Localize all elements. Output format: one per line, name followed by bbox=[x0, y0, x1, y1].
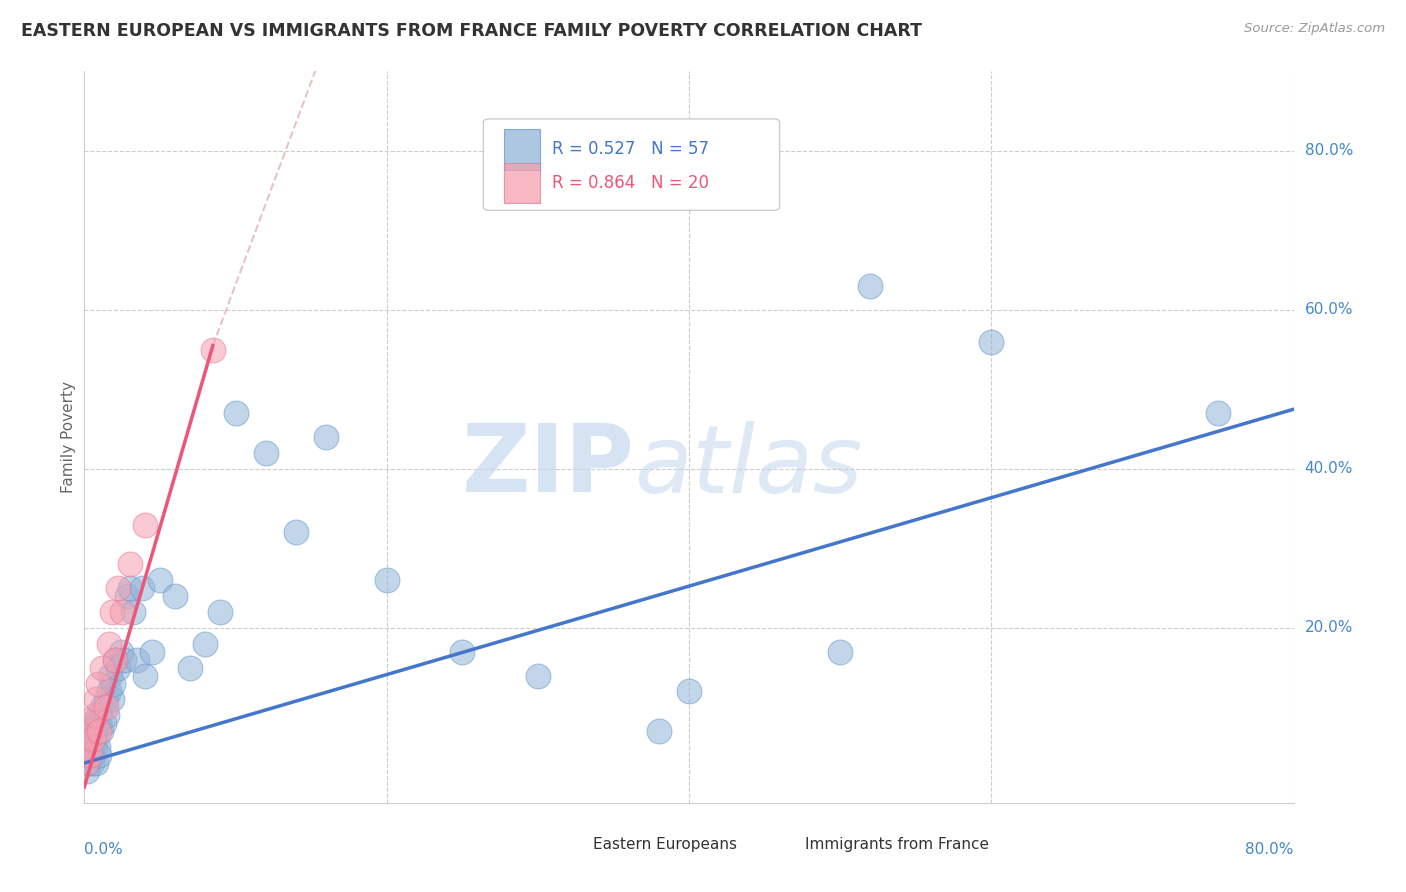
Point bbox=[107, 581, 129, 595]
Point bbox=[127, 653, 149, 667]
Point bbox=[131, 581, 153, 595]
Point bbox=[101, 676, 124, 690]
Point bbox=[118, 558, 141, 572]
Point bbox=[84, 740, 107, 755]
Point bbox=[76, 740, 98, 755]
Point bbox=[87, 740, 110, 755]
Text: 0.0%: 0.0% bbox=[84, 842, 124, 856]
Point bbox=[94, 692, 117, 706]
Point bbox=[285, 525, 308, 540]
Point bbox=[87, 708, 110, 723]
Point bbox=[527, 668, 550, 682]
FancyBboxPatch shape bbox=[503, 129, 540, 169]
Point bbox=[859, 279, 882, 293]
Point bbox=[96, 708, 118, 723]
Point bbox=[98, 668, 121, 682]
Text: Eastern Europeans: Eastern Europeans bbox=[593, 837, 737, 852]
Point bbox=[141, 645, 163, 659]
Point bbox=[121, 605, 143, 619]
Point bbox=[77, 732, 100, 747]
Point bbox=[107, 660, 129, 674]
Point bbox=[134, 517, 156, 532]
Point bbox=[225, 406, 247, 420]
Point bbox=[80, 716, 103, 731]
Point bbox=[648, 724, 671, 739]
Point bbox=[86, 756, 108, 770]
Point bbox=[79, 748, 101, 763]
Point bbox=[111, 605, 134, 619]
Point bbox=[75, 748, 97, 763]
Point bbox=[1206, 406, 1229, 420]
Point bbox=[165, 589, 187, 603]
Text: ZIP: ZIP bbox=[461, 420, 634, 512]
Point bbox=[80, 740, 103, 755]
Point bbox=[84, 708, 107, 723]
Text: 80.0%: 80.0% bbox=[1246, 842, 1294, 856]
Point bbox=[86, 724, 108, 739]
Point bbox=[315, 430, 337, 444]
Point bbox=[201, 343, 224, 357]
Point bbox=[179, 660, 201, 674]
Point bbox=[830, 645, 852, 659]
Point bbox=[82, 732, 104, 747]
Point bbox=[375, 573, 398, 587]
Point bbox=[194, 637, 217, 651]
Point bbox=[79, 748, 101, 763]
Text: R = 0.527   N = 57: R = 0.527 N = 57 bbox=[553, 140, 709, 159]
Text: Immigrants from France: Immigrants from France bbox=[806, 837, 988, 852]
Point bbox=[134, 668, 156, 682]
Point bbox=[254, 446, 277, 460]
Text: Source: ZipAtlas.com: Source: ZipAtlas.com bbox=[1244, 22, 1385, 36]
Point bbox=[82, 732, 104, 747]
Point bbox=[76, 740, 98, 755]
Point bbox=[84, 716, 107, 731]
Point bbox=[91, 700, 114, 714]
Point bbox=[115, 589, 138, 603]
Point bbox=[80, 756, 103, 770]
Point bbox=[97, 637, 120, 651]
FancyBboxPatch shape bbox=[550, 833, 583, 856]
FancyBboxPatch shape bbox=[762, 833, 796, 856]
Point bbox=[90, 724, 112, 739]
Point bbox=[77, 756, 100, 770]
Point bbox=[209, 605, 232, 619]
Point bbox=[100, 605, 122, 619]
Point bbox=[118, 581, 141, 595]
Text: EASTERN EUROPEAN VS IMMIGRANTS FROM FRANCE FAMILY POVERTY CORRELATION CHART: EASTERN EUROPEAN VS IMMIGRANTS FROM FRAN… bbox=[21, 22, 922, 40]
Point bbox=[89, 716, 111, 731]
Text: 40.0%: 40.0% bbox=[1305, 461, 1353, 476]
Point bbox=[112, 653, 135, 667]
Point bbox=[149, 573, 172, 587]
Point bbox=[110, 645, 132, 659]
Text: R = 0.864   N = 20: R = 0.864 N = 20 bbox=[553, 174, 709, 192]
Point bbox=[79, 724, 101, 739]
Point bbox=[89, 724, 111, 739]
Point bbox=[678, 684, 700, 698]
Point bbox=[94, 700, 117, 714]
Point bbox=[77, 724, 100, 739]
Point bbox=[980, 334, 1002, 349]
Point bbox=[104, 653, 127, 667]
Text: 20.0%: 20.0% bbox=[1305, 621, 1353, 635]
Point bbox=[100, 692, 122, 706]
FancyBboxPatch shape bbox=[484, 119, 780, 211]
Point bbox=[104, 653, 127, 667]
Text: 60.0%: 60.0% bbox=[1305, 302, 1353, 318]
Point bbox=[89, 748, 111, 763]
Text: atlas: atlas bbox=[634, 421, 863, 512]
Point bbox=[82, 748, 104, 763]
Point bbox=[451, 645, 474, 659]
Point bbox=[86, 692, 108, 706]
Point bbox=[87, 676, 110, 690]
FancyBboxPatch shape bbox=[503, 163, 540, 203]
Point bbox=[93, 716, 115, 731]
Point bbox=[97, 684, 120, 698]
Y-axis label: Family Poverty: Family Poverty bbox=[60, 381, 76, 493]
Text: 80.0%: 80.0% bbox=[1305, 144, 1353, 159]
Point bbox=[91, 660, 114, 674]
Point bbox=[75, 756, 97, 770]
Point bbox=[76, 764, 98, 778]
